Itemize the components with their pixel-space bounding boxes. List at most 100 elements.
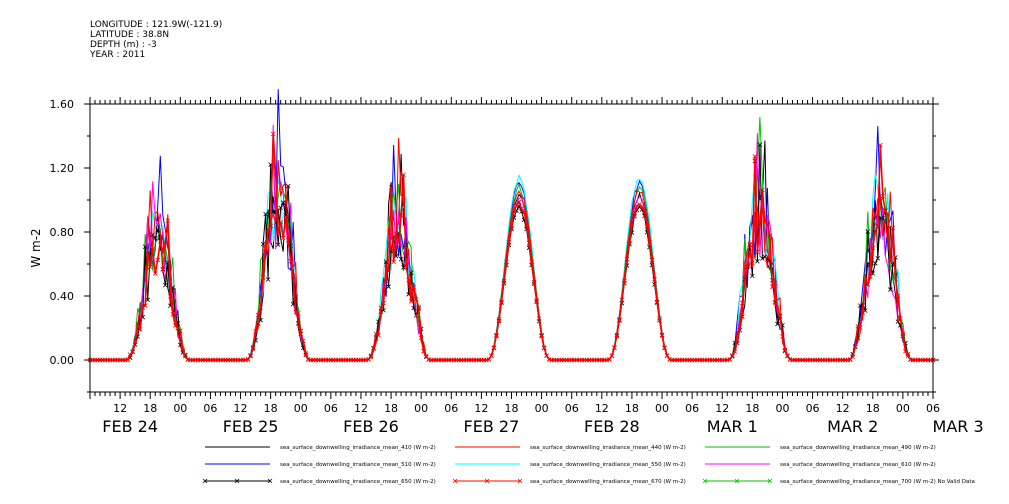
series-point xyxy=(750,273,755,279)
series-point xyxy=(511,208,517,214)
series-point xyxy=(629,222,635,228)
latitude-label: LATITUDE : 38.8N xyxy=(90,30,170,40)
series-point xyxy=(401,265,406,270)
series-point xyxy=(130,349,135,354)
series-point xyxy=(491,345,497,350)
series-point xyxy=(135,322,140,327)
series-point xyxy=(750,260,755,266)
legend-marker xyxy=(517,478,523,484)
series-point xyxy=(737,324,743,329)
series-point xyxy=(888,259,893,265)
series-point xyxy=(662,345,667,350)
series-point xyxy=(383,262,389,268)
series-point xyxy=(526,240,532,246)
x-hour-label: 06 xyxy=(203,402,217,415)
x-hour-label: 12 xyxy=(595,402,609,415)
series-point xyxy=(735,338,740,343)
x-hour-label: 18 xyxy=(745,402,759,415)
x-hour-label: 12 xyxy=(113,402,127,415)
x-hour-label: 12 xyxy=(354,402,368,415)
series-point xyxy=(418,335,424,341)
series-point xyxy=(162,282,168,288)
y-tick-label: 1.20 xyxy=(50,162,75,175)
series-point xyxy=(142,303,148,308)
series-point xyxy=(755,259,760,264)
series-point xyxy=(416,304,421,310)
series-point xyxy=(885,211,891,217)
series-point xyxy=(393,231,399,237)
series-point xyxy=(180,348,186,353)
series-point xyxy=(145,297,150,303)
series-point xyxy=(381,300,386,306)
series-point xyxy=(900,331,906,337)
series-point xyxy=(391,259,396,265)
series-point xyxy=(740,300,745,306)
legend-marker xyxy=(202,478,208,484)
series-point xyxy=(371,346,376,351)
series-point xyxy=(634,203,640,209)
series-point xyxy=(165,218,171,223)
x-hour-label: 06 xyxy=(926,402,940,415)
legend-entry-label: sea_surface_downwelling_irradiance_mean_… xyxy=(530,479,686,485)
series-point xyxy=(647,239,652,245)
series-point xyxy=(255,312,261,318)
series-point xyxy=(516,199,522,205)
series-point xyxy=(152,271,158,276)
series-point xyxy=(162,240,168,245)
series-point xyxy=(127,352,133,357)
series-point xyxy=(183,354,188,359)
series-point xyxy=(408,299,414,304)
series-point xyxy=(501,278,507,284)
series-point xyxy=(275,230,281,235)
series-point xyxy=(489,353,494,358)
series-point xyxy=(293,309,299,315)
series-point xyxy=(888,287,893,292)
series-point xyxy=(727,357,733,362)
legend-marker xyxy=(267,478,273,484)
series-point xyxy=(898,316,903,321)
series-point xyxy=(757,222,763,227)
series-point xyxy=(865,282,871,287)
series-point xyxy=(168,294,173,299)
legend-entry-label: sea_surface_downwelling_irradiance_mean_… xyxy=(280,462,436,468)
series-point xyxy=(263,246,268,251)
series-point xyxy=(398,213,404,218)
series-point xyxy=(760,187,765,193)
series-point xyxy=(609,353,615,358)
x-hour-label: 00 xyxy=(294,402,308,415)
series-point xyxy=(529,259,534,264)
series-point xyxy=(499,299,504,304)
series-point xyxy=(895,293,901,299)
series-point xyxy=(745,263,750,268)
series-point xyxy=(765,221,770,227)
series-point xyxy=(378,305,384,311)
series-point xyxy=(411,284,416,290)
series-point xyxy=(878,142,883,148)
series-line xyxy=(90,140,933,361)
series-point xyxy=(245,357,251,362)
series-point xyxy=(398,256,404,262)
axis-layer: 0.00 0.40 0.80 1.20 1.60 12 18 00 06 12 18 00 06 12 18… xyxy=(50,97,984,436)
series-point xyxy=(178,328,183,333)
series-point xyxy=(278,205,283,211)
series-point xyxy=(504,259,509,265)
series-point xyxy=(664,353,670,358)
y-tick-label: 0.40 xyxy=(50,290,75,303)
legend-entry-label: sea_surface_downwelling_irradiance_mean_… xyxy=(530,462,686,468)
series-point xyxy=(386,268,391,274)
series-point xyxy=(413,296,419,302)
series-point xyxy=(376,332,381,338)
series-point xyxy=(285,183,291,189)
series-point xyxy=(147,264,153,270)
series-point xyxy=(742,281,748,286)
series-point xyxy=(290,273,296,278)
series-point xyxy=(250,344,256,350)
series-point xyxy=(880,193,886,199)
x-date-label: FEB 28 xyxy=(584,417,640,436)
series-point xyxy=(780,334,785,339)
series-point xyxy=(157,239,163,244)
series-point xyxy=(893,276,898,282)
x-hour-label: 18 xyxy=(625,402,639,415)
series-point xyxy=(755,249,760,255)
